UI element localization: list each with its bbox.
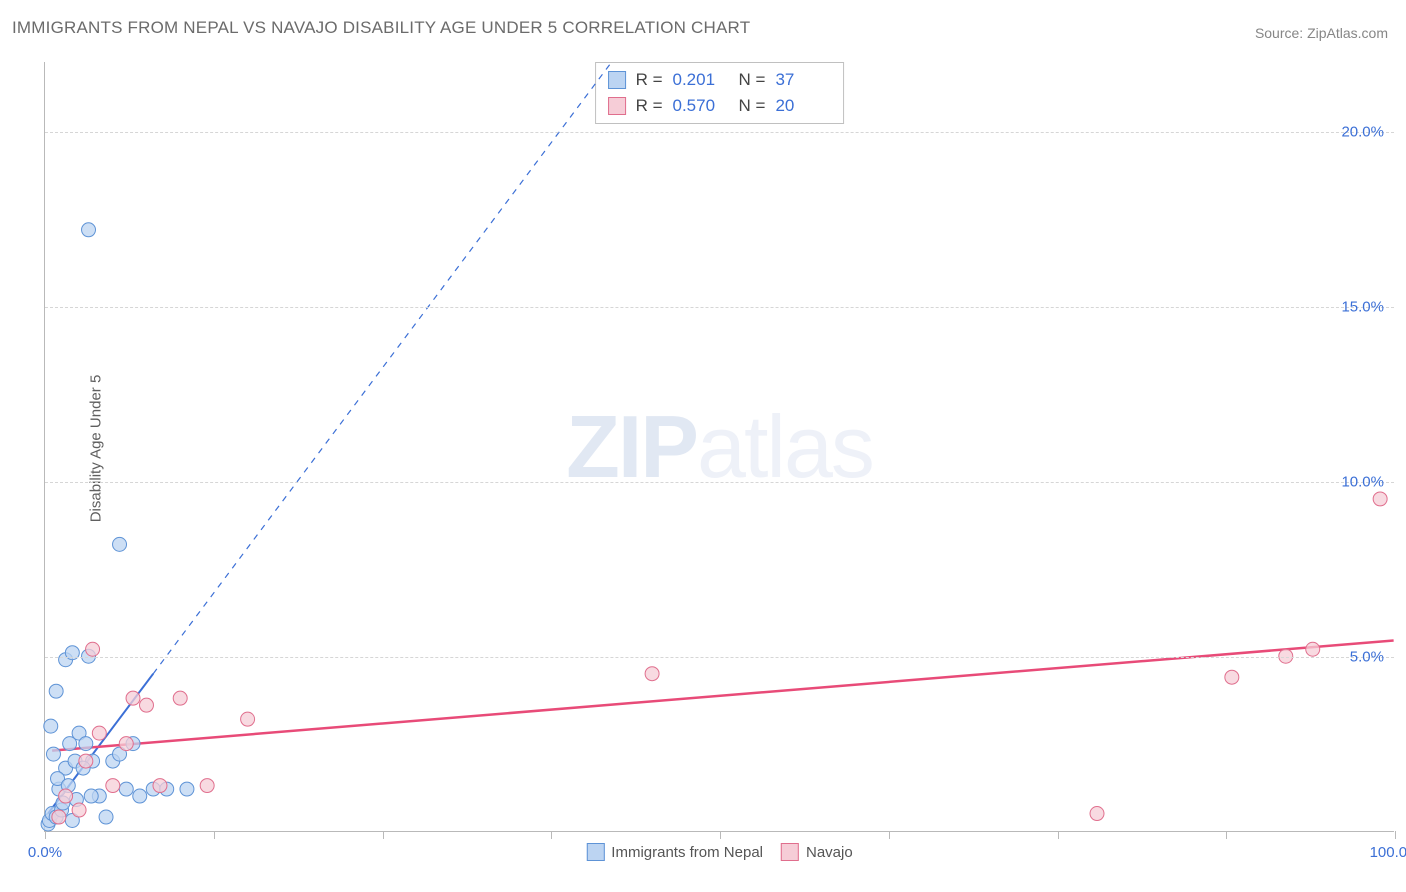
y-tick-label: 20.0% [1341, 124, 1384, 141]
scatter-point [46, 747, 60, 761]
gridline-y [45, 657, 1394, 658]
x-tick [1395, 831, 1396, 839]
x-tick [214, 831, 215, 839]
scatter-point [99, 810, 113, 824]
legend-label-nepal: Immigrants from Nepal [611, 844, 763, 861]
x-tick [720, 831, 721, 839]
gridline-y [45, 132, 1394, 133]
scatter-point [119, 782, 133, 796]
y-tick-label: 5.0% [1350, 649, 1384, 666]
scatter-point [180, 782, 194, 796]
legend-item-nepal: Immigrants from Nepal [586, 843, 763, 861]
chart-container: IMMIGRANTS FROM NEPAL VS NAVAJO DISABILI… [0, 0, 1406, 892]
scatter-point [52, 810, 66, 824]
scatter-point [72, 803, 86, 817]
y-axis-label-container: Disability Age Under 5 [0, 0, 44, 832]
scatter-point [126, 691, 140, 705]
scatter-point [1306, 642, 1320, 656]
scatter-point [200, 779, 214, 793]
scatter-point [59, 789, 73, 803]
scatter-point [44, 719, 58, 733]
scatter-point [1373, 492, 1387, 506]
scatter-point [86, 642, 100, 656]
scatter-point [92, 726, 106, 740]
scatter-point [119, 737, 133, 751]
scatter-point [79, 737, 93, 751]
scatter-point [645, 667, 659, 681]
scatter-point [153, 779, 167, 793]
x-tick [383, 831, 384, 839]
y-tick-label: 10.0% [1341, 474, 1384, 491]
x-tick-label: 100.0% [1370, 844, 1406, 861]
scatter-point [82, 223, 96, 237]
trend-line-dashed [153, 62, 611, 674]
legend-item-navajo: Navajo [781, 843, 853, 861]
scatter-point [84, 789, 98, 803]
x-tick [889, 831, 890, 839]
scatter-point [49, 684, 63, 698]
scatter-point [1090, 807, 1104, 821]
scatter-point [106, 779, 120, 793]
source-prefix: Source: [1255, 25, 1307, 41]
scatter-point [113, 537, 127, 551]
scatter-point [241, 712, 255, 726]
scatter-point [79, 754, 93, 768]
y-tick-label: 15.0% [1341, 299, 1384, 316]
scatter-point [140, 698, 154, 712]
legend-swatch-navajo-bottom [781, 843, 799, 861]
x-tick-label: 0.0% [28, 844, 62, 861]
x-tick [45, 831, 46, 839]
series-legend: Immigrants from Nepal Navajo [586, 843, 852, 861]
scatter-point [1225, 670, 1239, 684]
scatter-point [173, 691, 187, 705]
scatter-svg [45, 62, 1394, 831]
legend-label-navajo: Navajo [806, 844, 853, 861]
plot-area: ZIPatlas R = 0.201 N = 37 R = 0.570 N = … [44, 62, 1394, 832]
x-tick [1058, 831, 1059, 839]
scatter-point [133, 789, 147, 803]
legend-swatch-nepal-bottom [586, 843, 604, 861]
x-tick [551, 831, 552, 839]
chart-title: IMMIGRANTS FROM NEPAL VS NAVAJO DISABILI… [12, 18, 750, 38]
source-name: ZipAtlas.com [1307, 25, 1388, 41]
source-attribution: Source: ZipAtlas.com [1255, 25, 1388, 41]
x-tick [1226, 831, 1227, 839]
gridline-y [45, 307, 1394, 308]
gridline-y [45, 482, 1394, 483]
